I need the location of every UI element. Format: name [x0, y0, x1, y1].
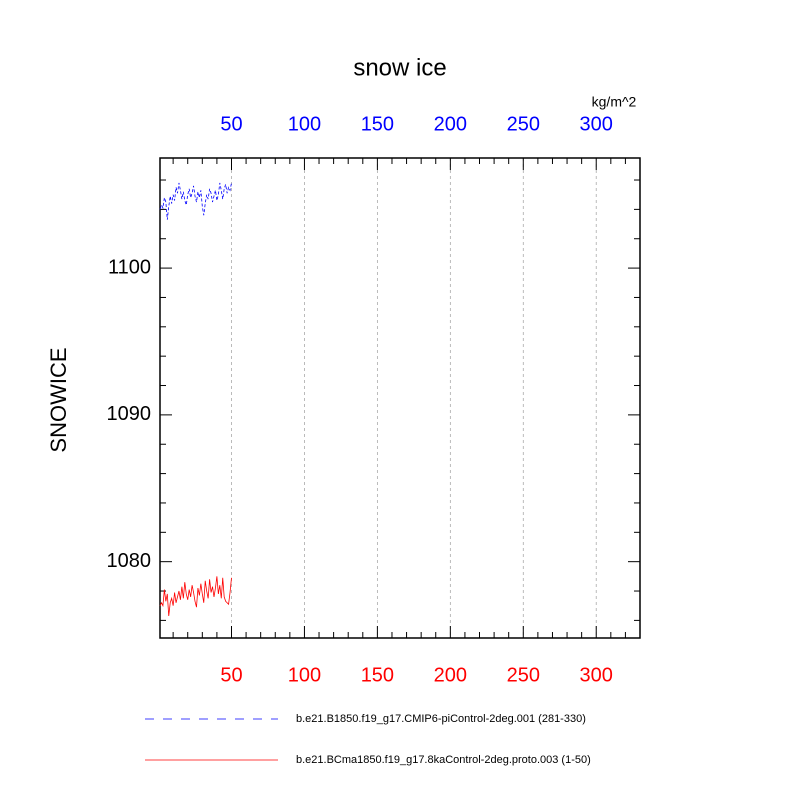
y-axis-label: SNOWICE — [46, 347, 71, 452]
x-tick-label: 100 — [288, 664, 321, 686]
plot-frame — [159, 157, 641, 639]
x-tick-label: 300 — [580, 113, 613, 135]
units-label: kg/m^2 — [592, 94, 637, 110]
x-tick-label: 250 — [507, 113, 540, 135]
x-tick-label: 200 — [434, 113, 467, 135]
x-tick-label: 100 — [288, 113, 321, 135]
x-tick-label: 150 — [361, 113, 394, 135]
x-tick-label: 50 — [220, 664, 242, 686]
y-tick-label: 1090 — [107, 403, 152, 425]
series-line — [159, 576, 232, 617]
legend-label: b.e21.B1850.f19_g17.CMIP6-piControl-2deg… — [296, 713, 586, 725]
y-tick-label: 1100 — [108, 256, 151, 278]
x-tick-label: 200 — [434, 664, 467, 686]
x-tick-label: 50 — [220, 113, 242, 135]
x-tick-label: 150 — [361, 664, 394, 686]
chart-title: snow ice — [353, 54, 446, 81]
x-tick-label: 250 — [507, 664, 540, 686]
y-tick-label: 1080 — [107, 550, 152, 572]
x-tick-label: 300 — [580, 664, 613, 686]
legend-label: b.e21.BCma1850.f19_g17.8kaControl-2deg.p… — [296, 754, 591, 766]
